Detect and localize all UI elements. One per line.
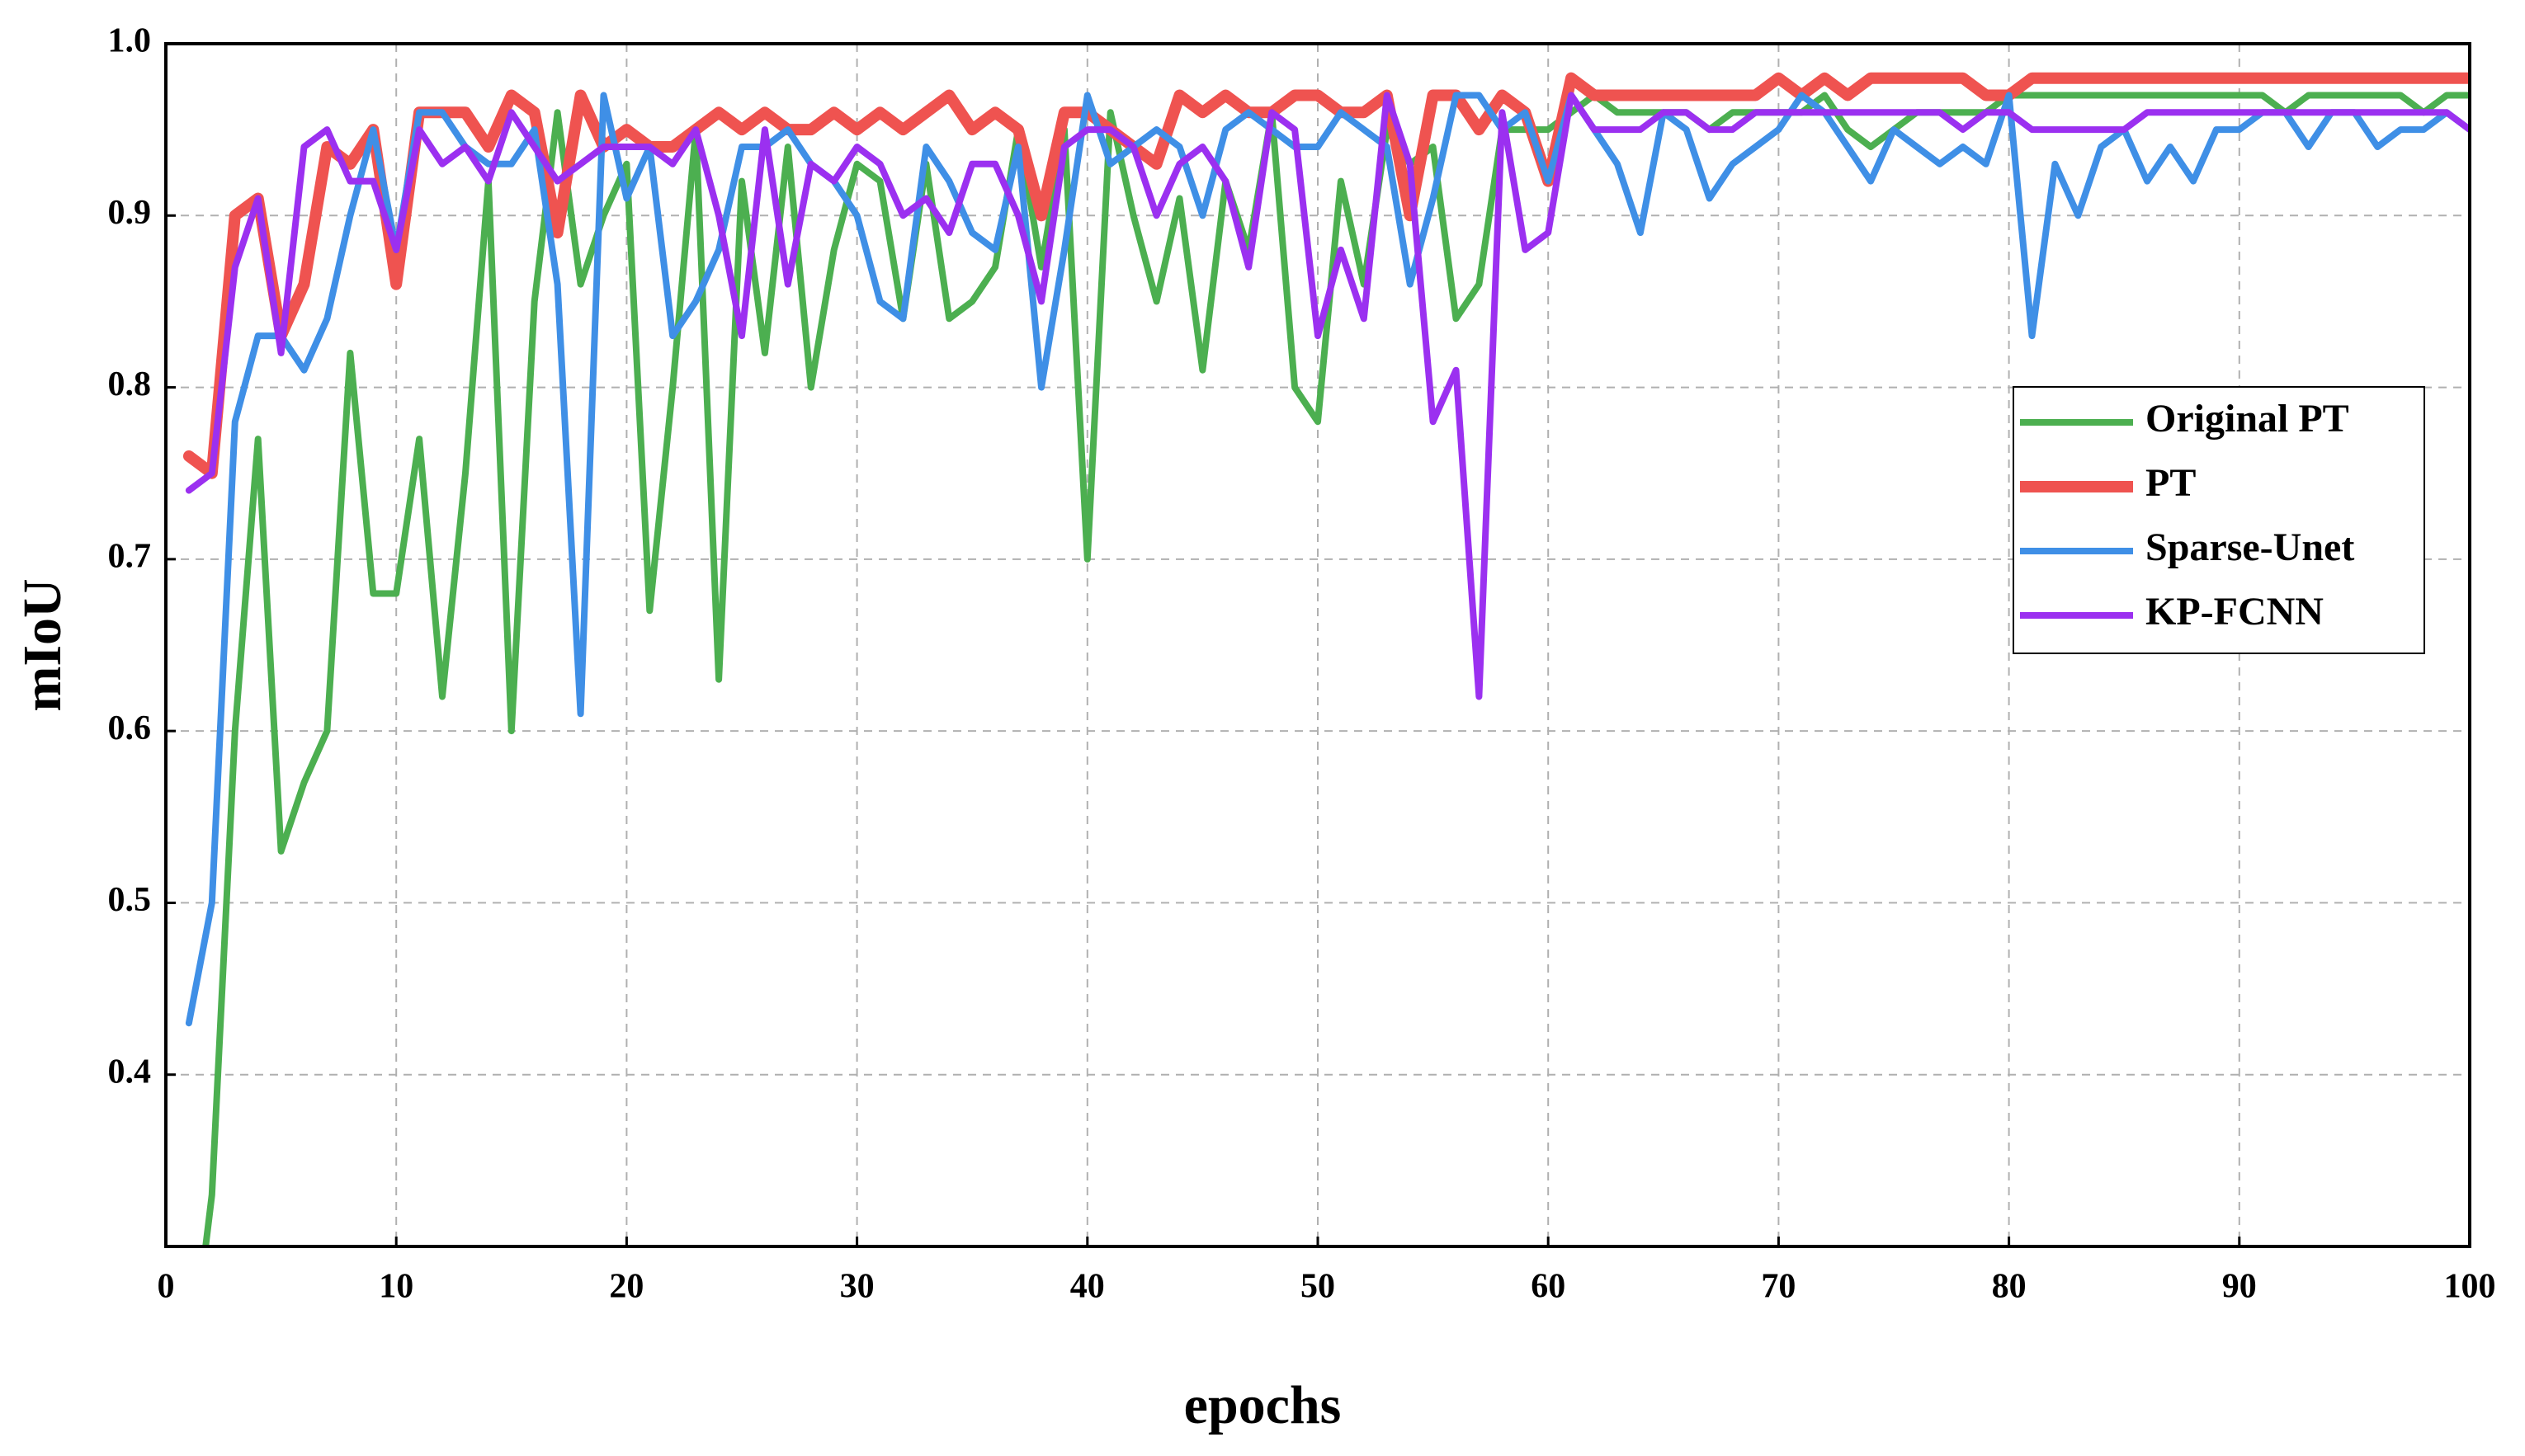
- legend-label: Original PT: [2145, 397, 2349, 441]
- x-axis-label: epochs: [1184, 1375, 1342, 1435]
- x-tick-label: 0: [158, 1268, 175, 1306]
- x-tick-label: 80: [1992, 1268, 2027, 1306]
- y-tick-label: 0.8: [108, 365, 152, 403]
- x-tick-label: 10: [379, 1268, 413, 1306]
- legend-label: KP-FCNN: [2145, 590, 2324, 634]
- x-tick-label: 50: [1300, 1268, 1335, 1306]
- legend: Original PT PT Sparse-Unet KP-FCNN: [2013, 386, 2425, 654]
- x-tick-label: 30: [840, 1268, 875, 1306]
- y-tick-label: 0.7: [108, 537, 152, 575]
- x-tick-label: 60: [1531, 1268, 1565, 1306]
- y-tick-label: 1.0: [108, 22, 152, 60]
- x-tick-label: 100: [2444, 1268, 2496, 1306]
- x-tick-label: 70: [1761, 1268, 1796, 1306]
- series-line: [185, 92, 2470, 1027]
- legend-label: Sparse-Unet: [2145, 525, 2354, 569]
- y-tick-label: 0.4: [108, 1053, 152, 1091]
- y-tick-label: 0.9: [108, 194, 152, 232]
- legend-label: PT: [2145, 461, 2196, 505]
- plot-lines: [182, 72, 2470, 1246]
- x-tick-label: 20: [609, 1268, 644, 1306]
- series-line: [182, 72, 2470, 479]
- plot-frame: [164, 42, 2471, 1248]
- y-tick-label: 0.5: [108, 881, 152, 919]
- legend-box: [2013, 386, 2425, 654]
- x-tick-label: 90: [2222, 1268, 2257, 1306]
- y-tick-label: 0.6: [108, 709, 152, 747]
- y-axis-label: mIoU: [12, 578, 73, 711]
- x-tick-label: 40: [1070, 1268, 1105, 1306]
- series-line: [185, 92, 2470, 700]
